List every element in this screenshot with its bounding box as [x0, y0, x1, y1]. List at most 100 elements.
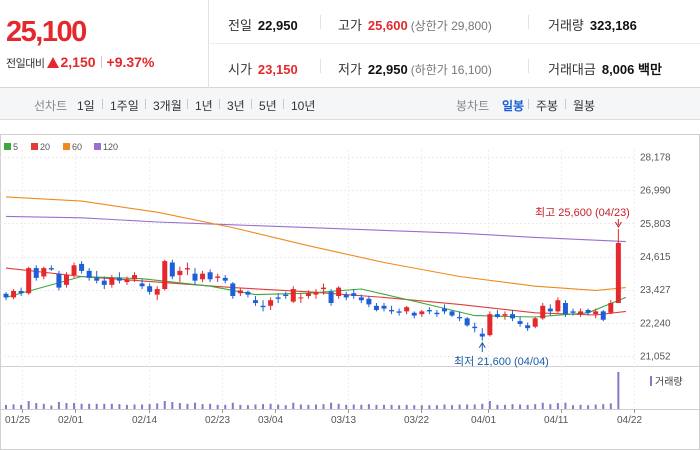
- volume-bar: [398, 405, 401, 409]
- volume-bar: [352, 404, 355, 409]
- stat-low: 저가 22,950 (하한가 16,100): [338, 59, 492, 78]
- volume-bar: [73, 403, 76, 409]
- candle-body: [472, 326, 478, 329]
- volume-bar: [224, 404, 227, 409]
- candle-body: [593, 311, 599, 315]
- candle-body: [328, 291, 334, 303]
- volume-bar: [330, 402, 333, 409]
- candle-body: [570, 311, 576, 313]
- period-5y[interactable]: 5년: [259, 99, 277, 113]
- candle-body: [86, 270, 92, 278]
- legend-label: 60: [72, 142, 83, 152]
- volume-bar: [201, 404, 204, 409]
- amount-value: 8,006 백만: [601, 62, 662, 77]
- volume-bar: [473, 404, 476, 409]
- candle-body: [275, 297, 281, 299]
- volume-bar: [178, 403, 181, 409]
- period-1w[interactable]: 1주일: [110, 99, 139, 113]
- volume-bar: [428, 405, 431, 409]
- volume-bar: [231, 402, 234, 409]
- volume-bar: [118, 404, 121, 409]
- candle-body: [336, 287, 342, 297]
- candlesticks: [3, 228, 621, 341]
- candle-body: [48, 268, 54, 270]
- amount-label: 거래대금: [548, 62, 596, 77]
- volume-bar: [511, 404, 514, 409]
- period-10y[interactable]: 10년: [291, 99, 316, 113]
- volume-bar: [27, 401, 30, 409]
- period-1y[interactable]: 1년: [195, 99, 213, 113]
- volume-bar: [534, 404, 537, 409]
- high-marker-arrow-icon: [614, 221, 622, 228]
- candle-body: [358, 297, 364, 301]
- legend-label: 5: [13, 142, 19, 152]
- volume-bar: [383, 404, 385, 409]
- x-label: 04/01: [471, 415, 497, 426]
- legend-swatch: [4, 143, 11, 150]
- period-3y[interactable]: 3년: [227, 99, 245, 113]
- volume-bar: [141, 404, 144, 409]
- candle-body: [426, 309, 432, 312]
- extreme-markers: [478, 219, 622, 352]
- legend-swatch: [63, 143, 70, 150]
- candle-body: [532, 318, 538, 327]
- price-summary: 25,100 전일대비 2,150 +9.37%: [0, 0, 209, 88]
- candle-body: [305, 293, 311, 297]
- candle-body: [268, 300, 274, 306]
- ma120-line: [5, 215, 626, 243]
- candle-body: [252, 300, 258, 303]
- volume-bar: [307, 404, 310, 409]
- toolbar-divider: [145, 99, 146, 109]
- candle-body: [192, 273, 198, 281]
- candle-body: [313, 291, 319, 295]
- volume-bar: [42, 403, 45, 409]
- y-tick-label: 22,240: [640, 318, 671, 329]
- volume-bar: [80, 403, 83, 409]
- current-price: 25,100: [6, 16, 87, 48]
- candle-body: [200, 273, 206, 280]
- candle-body: [109, 277, 115, 285]
- volume-bar: [133, 404, 136, 409]
- candle-body: [222, 277, 228, 281]
- volume-bar: [322, 404, 325, 409]
- volume-bar: [148, 404, 151, 409]
- volume-bar: [163, 401, 166, 409]
- candle-body: [147, 286, 153, 292]
- candle-weekly[interactable]: 주봉: [536, 99, 559, 113]
- volume-bar: [156, 403, 159, 409]
- x-label: 01/25: [5, 415, 31, 426]
- candle-daily[interactable]: 일봉: [502, 99, 525, 113]
- toolbar-divider: [219, 99, 220, 109]
- x-label: 04/11: [544, 415, 569, 426]
- candle-body: [608, 302, 614, 313]
- volume-bar: [239, 404, 242, 409]
- candle-body: [260, 305, 266, 308]
- candle-body: [525, 325, 531, 329]
- volume-legend-label: 거래량: [655, 377, 683, 388]
- period-3m[interactable]: 3개월: [153, 99, 182, 113]
- x-label: 04/22: [617, 415, 643, 426]
- volume-bar: [186, 403, 189, 409]
- volume-bar: [277, 404, 280, 409]
- volume-bar: [526, 404, 529, 409]
- candle-body: [464, 318, 470, 326]
- prev-close-label: 전일: [228, 18, 252, 33]
- volume-value: 323,186: [589, 18, 637, 33]
- candle-body: [389, 309, 395, 312]
- candle-body: [457, 316, 463, 319]
- candle-body: [547, 308, 553, 312]
- price-change: 전일대비 2,150 +9.37%: [6, 54, 154, 72]
- candle-body: [56, 273, 62, 288]
- volume-swatch: [650, 376, 652, 386]
- candle-monthly[interactable]: 월봉: [573, 99, 596, 113]
- volume-bar: [345, 404, 348, 409]
- candle-body: [154, 289, 160, 295]
- candle-body: [79, 263, 85, 271]
- period-1d[interactable]: 1일: [77, 99, 95, 113]
- volume-bar: [503, 404, 506, 409]
- volume-bar: [269, 403, 272, 409]
- volume-legend: 거래량: [650, 373, 683, 388]
- candle-body: [116, 277, 122, 281]
- volume-bar: [496, 404, 499, 409]
- change-divider: [100, 56, 102, 68]
